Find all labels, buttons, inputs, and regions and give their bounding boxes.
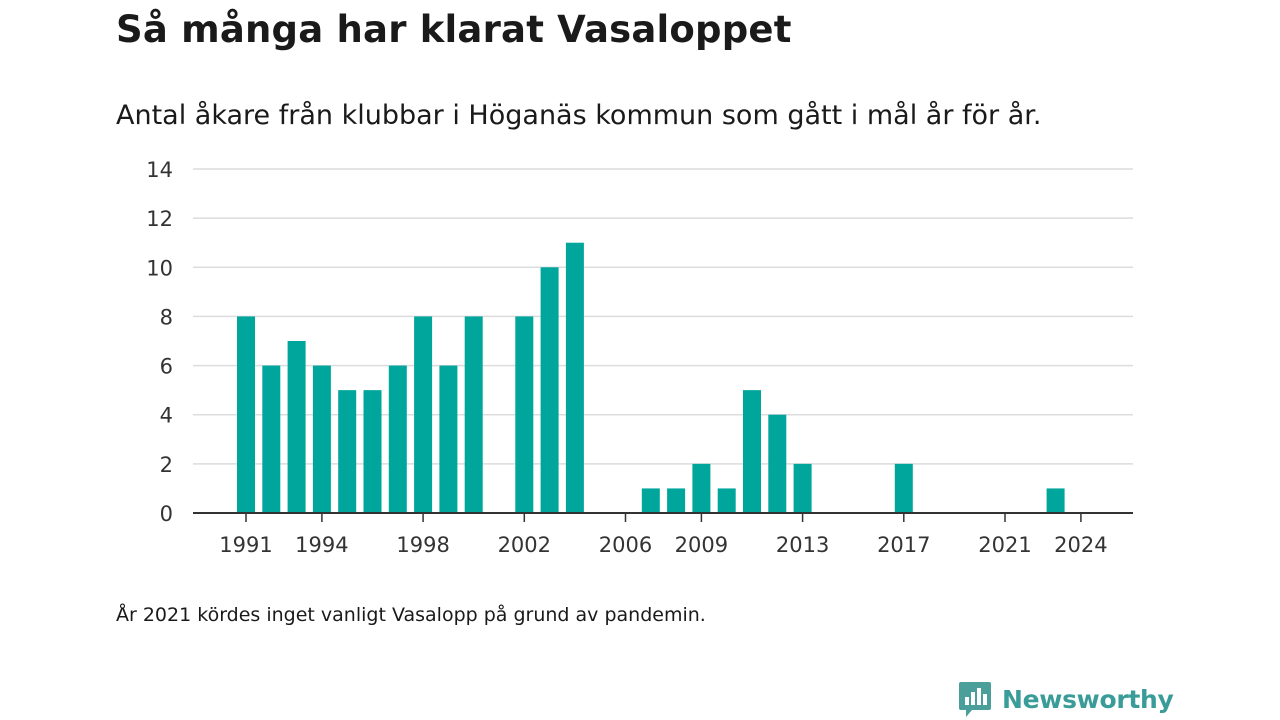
bar: [312, 365, 331, 513]
bar: [540, 267, 559, 513]
bar: [641, 488, 660, 513]
brand-name: Newsworthy: [1002, 684, 1174, 714]
bar: [464, 316, 483, 513]
y-tick-label: 10: [146, 256, 173, 280]
grid-lines: [193, 168, 1133, 465]
chart-subtitle: Antal åkare från klubbar i Höganäs kommu…: [116, 100, 1042, 131]
y-tick-label: 12: [146, 207, 173, 231]
bar-chart: 0 2 4 6 8 10 12 14 1991 1994 1998 2002 2006 2009 2013 2…: [146, 158, 1133, 557]
bar: [515, 316, 534, 513]
bar: [1046, 488, 1065, 513]
bar: [894, 463, 913, 513]
axes: 0 2 4 6 8 10 12 14 1991 1994 1998 2002 2006 2009 2013 2…: [146, 158, 1133, 557]
x-tick-label: 2006: [599, 533, 652, 557]
y-tick-label: 6: [160, 355, 173, 379]
x-tick-label: 2024: [1054, 533, 1107, 557]
newsworthy-logo-icon: [959, 682, 991, 717]
y-tick-label: 0: [160, 502, 173, 526]
bar: [692, 463, 711, 513]
x-tick-label: 1998: [396, 533, 449, 557]
bar: [793, 463, 812, 513]
brand-logo[interactable]: Newsworthy: [958, 680, 1174, 718]
bar: [717, 488, 736, 513]
x-tick-label: 2009: [675, 533, 728, 557]
bar: [287, 341, 306, 513]
footnote: År 2021 kördes inget vanligt Vasalopp på…: [116, 604, 706, 626]
x-tick-label: 2017: [877, 533, 930, 557]
bar: [667, 488, 686, 513]
bar: [262, 365, 281, 513]
bars: [237, 242, 1065, 513]
y-tick-label: 4: [160, 404, 173, 428]
bar: [565, 242, 584, 513]
bar: [338, 390, 357, 513]
y-tick-label: 2: [160, 453, 173, 477]
x-tick-label: 1994: [295, 533, 348, 557]
bar: [439, 365, 458, 513]
x-tick-label: 2002: [498, 533, 551, 557]
bar: [237, 316, 255, 513]
bar: [768, 414, 787, 513]
bar: [414, 316, 433, 513]
bar: [388, 365, 407, 513]
x-tick-label: 2021: [978, 533, 1031, 557]
y-tick-label: 14: [146, 158, 173, 182]
bar: [743, 390, 761, 513]
bar: [363, 390, 382, 513]
chart-title: Så många har klarat Vasaloppet: [116, 8, 792, 51]
x-tick-label: 1991: [219, 533, 272, 557]
y-tick-label: 8: [160, 305, 173, 329]
x-tick-label: 2013: [776, 533, 829, 557]
